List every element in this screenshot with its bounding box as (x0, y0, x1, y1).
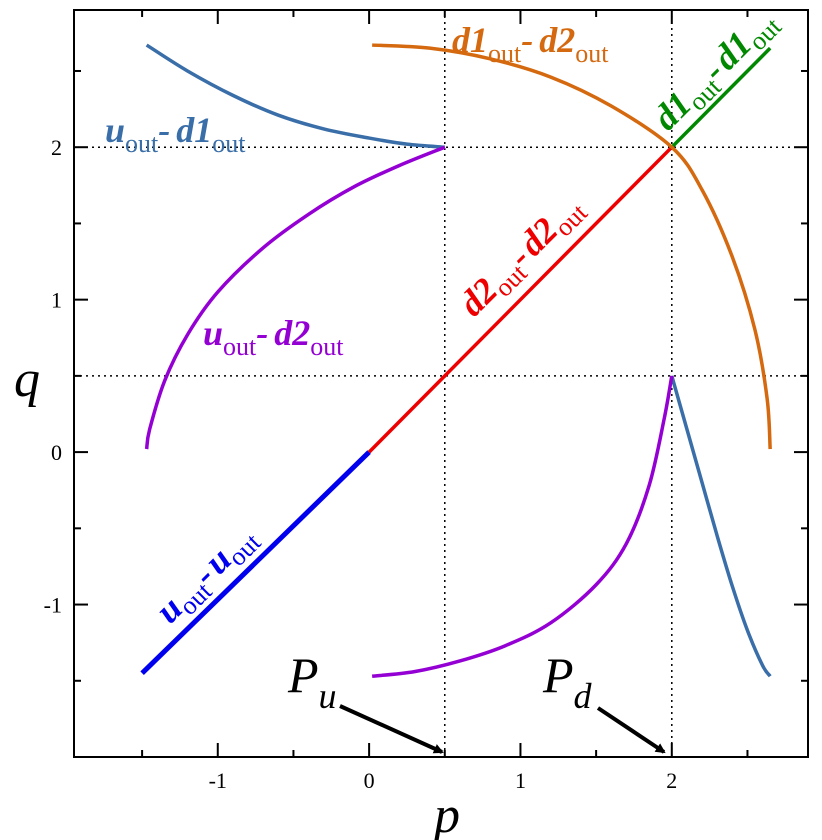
annotation-p-u-arrow (339, 704, 444, 754)
x-tick-label-1: 0 (364, 768, 375, 793)
annotation-p-u-main: P (287, 647, 319, 703)
annotation-p-u-sub: u (319, 676, 337, 716)
label-d1-out-d1-out: d1out-d1out (645, 0, 787, 142)
label-d1-out-d2-out-sep: - (521, 20, 533, 60)
x-tick-label-2: 1 (515, 768, 526, 793)
label-u-out-d2-out-main2: d2 (274, 313, 310, 353)
x-tick-label-0: -1 (209, 768, 227, 793)
curve-ud2-upper (144, 145, 446, 450)
label-u-out-d1-out-sep: - (158, 110, 170, 150)
plot-frame (73, 9, 809, 758)
label-d2-out-d2-out: d2out-d2out (451, 186, 593, 328)
label-d1-out-d2-out-sub1: out (488, 39, 522, 68)
label-d1-out-d2-out: d1out-d2out (452, 20, 609, 68)
curve-d1d1 (670, 46, 772, 149)
y-tick-label-0: -1 (44, 593, 62, 618)
y-axis-label: q (14, 351, 40, 408)
curve-ud1-lower (670, 375, 772, 678)
curve-d2d2 (367, 145, 674, 454)
label-d1-out-d2-out-sub2: out (575, 39, 609, 68)
curve-d1d2 (372, 43, 772, 450)
label-u-out-d2-out-sep: - (256, 313, 268, 353)
axis-ticks: -1 0 1 2 -1 0 1 2 (44, 10, 808, 793)
x-axis-label: p (430, 787, 460, 840)
curve-ud1-upper (145, 43, 445, 149)
label-d1-out-d2-out-main2: d2 (539, 20, 575, 60)
label-u-out-d1-out-sub1: out (125, 129, 159, 158)
label-u-out-d2-out: uout-d2out (203, 313, 344, 361)
annotation-p-d-main: P (542, 647, 574, 703)
label-u-out-d2-out-main1: u (203, 313, 223, 353)
x-tick-label-3: 2 (666, 768, 677, 793)
curves (140, 43, 772, 678)
annotation-p-d: Pd (542, 647, 593, 716)
curve-ud2-lower (371, 375, 674, 678)
annotation-p-d-arrow (596, 706, 666, 754)
curve-uu (140, 450, 371, 675)
label-u-out-u-out: uout-uout (147, 515, 267, 635)
label-u-out-d1-out: uout-d1out (105, 110, 246, 158)
label-u-out-d1-out-main1: u (105, 110, 125, 150)
label-d1-out-d2-out-main1: d1 (452, 20, 488, 60)
annotation-p-u: Pu (287, 647, 337, 716)
y-tick-label-3: 2 (51, 135, 62, 160)
label-u-out-d2-out-sub1: out (223, 332, 257, 361)
label-u-out-d2-out-sub2: out (310, 332, 344, 361)
label-u-out-d1-out-sub2: out (212, 129, 246, 158)
label-u-out-d1-out-main2: d1 (176, 110, 212, 150)
annotation-p-d-sub: d (574, 676, 593, 716)
y-tick-label-2: 1 (51, 288, 62, 313)
y-tick-label-1: 0 (51, 440, 62, 465)
